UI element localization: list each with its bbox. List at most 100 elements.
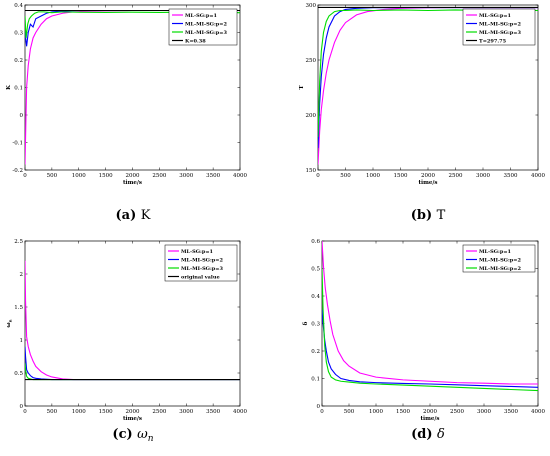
x-tick-label: 0 — [23, 409, 27, 415]
panel-caption-tag: (d) — [411, 427, 437, 442]
series-line-3 — [25, 11, 240, 39]
panel-caption-text: T — [437, 208, 446, 223]
x-tick-label: 1500 — [394, 173, 408, 179]
x-tick-label: 3500 — [206, 409, 220, 415]
panel-caption: (b) T — [411, 208, 446, 223]
x-tick-label: 3000 — [179, 409, 193, 415]
chart-panel-1: 0 500 1000 1500 2000 2500 3000 3500 4000 -0.2 -0.1… — [6, 3, 247, 223]
x-tick-label: 1500 — [396, 409, 410, 415]
panel-caption-tag: (c) — [112, 427, 137, 442]
x-tick-label: 2500 — [450, 409, 464, 415]
y-tick-label: 0.1 — [311, 377, 320, 383]
x-tick-label: 3000 — [476, 173, 490, 179]
y-axis-label: K — [6, 85, 12, 90]
legend-entry: ML-MI-SG:p=2 — [185, 21, 227, 27]
x-axis-label: time/s — [418, 180, 437, 186]
panel-caption: (c) ωn — [112, 427, 153, 444]
x-tick-label: 1000 — [366, 173, 380, 179]
y-tick-label: 2.5 — [14, 239, 23, 245]
y-tick-label: 0.5 — [14, 371, 23, 377]
y-axis-label: ωn — [6, 319, 13, 327]
panel-caption-tag: (a) — [116, 208, 141, 223]
y-tick-label: -0.2 — [12, 168, 23, 174]
y-axis-label-subscript: n — [8, 319, 13, 322]
y-tick-label: 0 — [20, 404, 24, 410]
legend-entry: T=297.75 — [479, 38, 507, 44]
y-tick-label: 300 — [306, 3, 317, 9]
x-tick-label: 4000 — [233, 173, 247, 179]
series-line-3 — [322, 268, 538, 392]
x-tick-label: 2000 — [126, 173, 140, 179]
legend-entry: ML-MI-SG:p=2 — [479, 266, 521, 272]
x-axis-label: time/s — [123, 416, 142, 422]
y-tick-label: 0 — [317, 404, 321, 410]
series-line-1 — [322, 241, 538, 385]
legend-entry: ML-SG:p=1 — [479, 249, 511, 255]
x-tick-label: 500 — [344, 409, 355, 415]
x-tick-label: 2500 — [152, 173, 166, 179]
x-tick-label: 1000 — [369, 409, 383, 415]
x-tick-label: 0 — [23, 173, 27, 179]
legend-entry: ML-MI-SG:p=3 — [185, 30, 227, 36]
legend-entry: ML-MI-SG:p=3 — [479, 30, 521, 36]
legend-entry: ML-SG:p=1 — [185, 13, 217, 19]
panel-caption-subscript: n — [148, 434, 154, 444]
legend-entry: ML-MI-SG:p=2 — [181, 257, 223, 263]
x-tick-label: 4000 — [531, 173, 545, 179]
legend: ML-SG:p=1 ML-MI-SG:p=2 ML-MI-SG:p=3 T=297.7… — [462, 8, 536, 46]
legend-entry: K=0.38 — [185, 38, 206, 44]
y-tick-label: 0.2 — [311, 349, 320, 355]
x-tick-label: 500 — [340, 173, 351, 179]
x-tick-label: 1000 — [72, 409, 86, 415]
legend: ML-SG:p=1 ML-MI-SG:p=2 ML-MI-SG:p=3 K=0.38 — [168, 8, 238, 46]
legend-entry: ML-MI-SG:p=2 — [479, 21, 521, 27]
x-tick-label: 2000 — [126, 409, 140, 415]
x-tick-label: 4000 — [233, 409, 247, 415]
legend-entry: ML-SG:p=1 — [181, 249, 213, 255]
y-tick-label: 200 — [306, 113, 317, 119]
legend: ML-SG:p=1 ML-MI-SG:p=2 ML-MI-SG:p=2 — [462, 244, 536, 273]
panel-caption-tag: (b) — [411, 208, 437, 223]
legend-entry: original value — [181, 274, 220, 280]
y-tick-label: 1 — [20, 338, 24, 344]
x-tick-label: 2500 — [152, 409, 166, 415]
panel-caption: (a) K — [116, 208, 151, 223]
chart-panel-2: 0 500 1000 1500 2000 2500 3000 3500 4000 150 200 25… — [299, 3, 545, 223]
x-tick-label: 2000 — [423, 409, 437, 415]
y-tick-label: 0.3 — [311, 322, 320, 328]
x-tick-label: 3500 — [206, 173, 220, 179]
y-tick-label: 0.6 — [311, 239, 320, 245]
chart-panel-3: 0 500 1000 1500 2000 2500 3000 3500 4000 0 0.5 1 1.5… — [6, 239, 247, 444]
x-tick-label: 1500 — [99, 173, 113, 179]
y-tick-label: 0.4 — [311, 294, 320, 300]
legend-entry: ML-SG:p=1 — [479, 13, 511, 19]
y-tick-label: 0.1 — [14, 86, 23, 92]
x-tick-label: 0 — [320, 409, 324, 415]
y-tick-label: 250 — [306, 58, 317, 64]
legend-entry: ML-MI-SG:p=2 — [479, 257, 521, 263]
x-tick-label: 500 — [47, 173, 58, 179]
x-tick-label: 0 — [316, 173, 320, 179]
x-axis-label: time/s — [420, 416, 439, 422]
y-tick-label: 0.2 — [14, 58, 23, 64]
x-tick-label: 3500 — [504, 173, 518, 179]
y-axis-label: δ — [303, 321, 309, 325]
x-tick-label: 3500 — [504, 409, 518, 415]
legend-entry: ML-MI-SG:p=3 — [181, 266, 223, 272]
x-tick-label: 500 — [47, 409, 58, 415]
y-tick-label: 2 — [20, 272, 24, 278]
y-axis-label: T — [299, 85, 305, 90]
panel-caption-text: K — [141, 208, 151, 223]
y-tick-label: 1.5 — [14, 305, 23, 311]
x-tick-label: 4000 — [531, 409, 545, 415]
x-tick-label: 3000 — [179, 173, 193, 179]
x-tick-label: 2500 — [449, 173, 463, 179]
series-line-2 — [322, 309, 538, 388]
legend: ML-SG:p=1 ML-MI-SG:p=2 ML-MI-SG:p=3 origina… — [164, 244, 238, 282]
x-tick-label: 1500 — [99, 409, 113, 415]
y-tick-label: 0.4 — [14, 3, 23, 9]
y-tick-label: 0.5 — [311, 267, 320, 273]
panel-caption: (d) δ — [411, 427, 445, 442]
y-tick-label: 0.3 — [14, 31, 23, 37]
